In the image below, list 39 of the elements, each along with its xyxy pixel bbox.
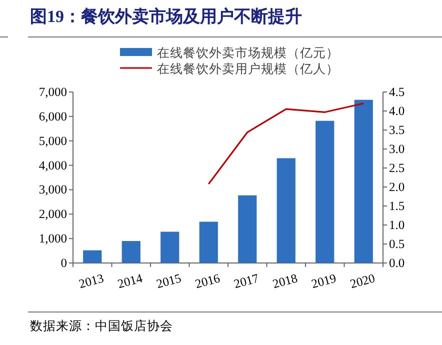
y-tick-label: 7,000	[38, 85, 67, 99]
y-tick-label: 5,000	[38, 134, 67, 148]
y2-tick-label: 2.0	[389, 180, 405, 194]
x-tick-label: 2015	[154, 271, 183, 292]
x-tick-label: 2014	[116, 270, 145, 292]
y-tick-label: 3,000	[38, 182, 67, 197]
x-tick-label: 2018	[271, 271, 299, 292]
y-tick-label: 0	[60, 256, 67, 270]
chart-title: 图19：餐饮外卖市场及用户不断提升	[30, 7, 302, 26]
legend-label: 在线餐饮外卖市场规模（亿元）	[157, 46, 339, 60]
y2-tick-label: 1.5	[389, 199, 405, 213]
bar	[354, 100, 373, 263]
legend-label: 在线餐饮外卖用户规模（亿人）	[157, 62, 339, 76]
x-tick-label: 2013	[77, 271, 106, 292]
y-tick-label: 6,000	[38, 109, 67, 124]
bar	[83, 250, 102, 263]
bar	[238, 195, 257, 263]
line-series	[208, 102, 364, 185]
bar	[122, 241, 140, 263]
y2-tick-label: 4.5	[389, 85, 405, 99]
bar	[199, 222, 218, 263]
y2-tick-label: 1.0	[389, 218, 405, 232]
bar	[160, 232, 180, 263]
y2-tick-label: 3.5	[389, 123, 405, 137]
bar	[276, 158, 296, 263]
y-tick-label: 1,000	[38, 232, 67, 246]
bar	[316, 120, 334, 263]
y2-tick-label: 3.0	[389, 142, 405, 156]
y2-tick-label: 4.0	[389, 104, 405, 118]
y2-tick-label: 0.0	[389, 256, 405, 270]
x-tick-label: 2017	[232, 271, 260, 292]
x-tick-label: 2020	[348, 271, 376, 292]
x-tick-label: 2016	[194, 271, 222, 292]
y2-tick-label: 0.5	[389, 237, 405, 251]
source-note: 数据来源：中国饭店协会	[30, 318, 173, 333]
y2-tick-label: 2.5	[389, 161, 405, 175]
y-tick-label: 2,000	[38, 207, 67, 222]
y-tick-label: 4,000	[38, 158, 67, 172]
x-tick-label: 2019	[310, 271, 338, 292]
